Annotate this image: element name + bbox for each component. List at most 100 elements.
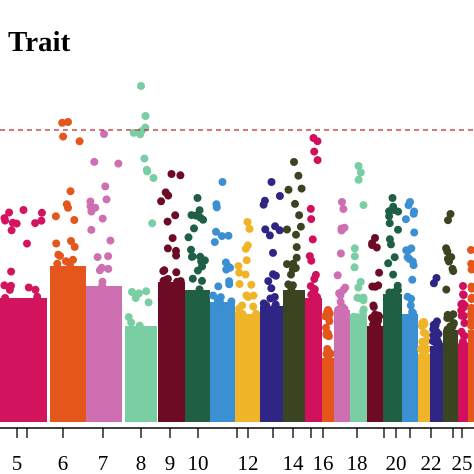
chr-18-point bbox=[356, 168, 365, 177]
chr-22-point bbox=[422, 330, 431, 339]
x-tick-label: 5 bbox=[12, 451, 23, 474]
x-tick-label: 25 bbox=[452, 451, 473, 474]
chr-5-top-point bbox=[19, 206, 28, 214]
chr-13-top-point bbox=[267, 178, 276, 186]
chr-8-point bbox=[129, 128, 138, 137]
chr-25-point bbox=[459, 291, 468, 299]
chr-24-top-point bbox=[446, 210, 455, 218]
chr-24-point-cloud bbox=[443, 330, 458, 422]
chr-17-point-cloud bbox=[334, 310, 350, 422]
chr-7-point bbox=[87, 225, 96, 234]
x-tick-label: 14 bbox=[283, 451, 305, 474]
chr-14-point bbox=[294, 171, 303, 180]
chr-14-point-cloud bbox=[283, 290, 305, 422]
chr-21-point bbox=[409, 309, 417, 317]
chr-24-point bbox=[444, 216, 452, 225]
chr-19-point bbox=[375, 268, 384, 277]
chr-5-point bbox=[0, 281, 9, 290]
chr-5-point bbox=[23, 239, 31, 248]
chr-11-point bbox=[212, 203, 221, 212]
chr-22-top-point bbox=[420, 318, 428, 326]
chr-14-point bbox=[291, 199, 299, 208]
chr-25-point bbox=[460, 331, 468, 340]
chr-13-point bbox=[259, 299, 268, 308]
chr-20-point bbox=[385, 288, 394, 297]
chr-9-point bbox=[163, 217, 172, 226]
chr-15-point bbox=[313, 156, 322, 165]
chr-9-point bbox=[157, 197, 166, 206]
chr-11-point bbox=[225, 280, 234, 289]
chr-10-point bbox=[195, 206, 204, 215]
chr-18-point bbox=[355, 294, 364, 303]
chr-14-point bbox=[284, 185, 293, 194]
chr-23-point bbox=[429, 331, 438, 340]
chr-10-point bbox=[187, 211, 196, 220]
chr-12-point bbox=[252, 309, 261, 318]
chr-11-point bbox=[224, 231, 233, 240]
chr-15-point bbox=[312, 293, 321, 302]
chr-8-point-cloud bbox=[125, 326, 157, 422]
chr-12-point bbox=[249, 302, 258, 311]
x-tick-label: 22 bbox=[421, 451, 442, 474]
chr-7-point bbox=[95, 266, 104, 275]
chr-8-top-point bbox=[137, 82, 145, 90]
chr-16-point bbox=[324, 332, 333, 341]
chr-8-point bbox=[137, 127, 146, 136]
chr-7-point bbox=[114, 159, 123, 168]
chr-13-point bbox=[260, 196, 269, 205]
chr-19-point bbox=[369, 301, 378, 310]
chr-26-point-cloud bbox=[468, 330, 474, 422]
chr-18-point bbox=[359, 201, 368, 210]
chr-23-point-cloud bbox=[430, 346, 443, 422]
chr-6-point bbox=[62, 257, 70, 266]
chr-17-point bbox=[333, 271, 342, 280]
chr-17-point bbox=[334, 306, 342, 314]
chr-14-top-point bbox=[290, 158, 298, 166]
chr-10-top-point bbox=[193, 194, 202, 202]
chr-23-point bbox=[430, 324, 439, 333]
chr-10-point bbox=[199, 215, 208, 224]
chr-17-point bbox=[339, 286, 348, 294]
chr-20-point bbox=[389, 270, 398, 279]
chr-20-point bbox=[387, 240, 395, 249]
chr-19-point bbox=[370, 320, 379, 329]
chr-13-point bbox=[271, 271, 280, 280]
chr-13-point bbox=[275, 192, 284, 200]
chr-12-point bbox=[249, 291, 258, 300]
chr-26-point bbox=[467, 265, 474, 274]
chr-12-point bbox=[234, 262, 243, 271]
chr-5-point bbox=[37, 208, 46, 217]
chr-11-point bbox=[212, 227, 220, 236]
chr-7-point bbox=[104, 264, 113, 273]
chr-15-point bbox=[310, 285, 319, 294]
chr-5-point bbox=[31, 219, 40, 228]
chr-14-point bbox=[288, 265, 297, 274]
chr-20-point bbox=[392, 290, 400, 298]
chr-12-point bbox=[238, 301, 247, 310]
chr-25-point bbox=[460, 319, 469, 328]
chr-15-point bbox=[310, 275, 319, 283]
chr-10-point bbox=[187, 245, 195, 254]
chr-14-point bbox=[283, 225, 291, 234]
chr-9-point bbox=[172, 251, 181, 260]
data-points bbox=[0, 82, 474, 422]
chr-24-point bbox=[449, 267, 458, 276]
chr-20-point bbox=[385, 207, 394, 216]
chr-11-top-point bbox=[218, 178, 227, 186]
chr-7-point bbox=[101, 182, 110, 191]
chr-14-point bbox=[288, 281, 297, 290]
chr-8-point bbox=[124, 313, 133, 322]
chr-21-point bbox=[410, 228, 419, 237]
chr-11-point bbox=[217, 232, 226, 241]
chr-13-point-cloud bbox=[260, 306, 283, 422]
chr-8-point bbox=[128, 288, 136, 296]
chr-15-top-point bbox=[309, 134, 318, 142]
chr-6-point bbox=[66, 187, 75, 196]
chr-6-point bbox=[52, 239, 61, 248]
chr-25-top-point bbox=[459, 282, 467, 290]
chr-24-point bbox=[445, 257, 453, 266]
chr-18-point bbox=[350, 244, 359, 253]
chr-19-point bbox=[368, 313, 376, 322]
chr-21-point bbox=[408, 275, 417, 284]
